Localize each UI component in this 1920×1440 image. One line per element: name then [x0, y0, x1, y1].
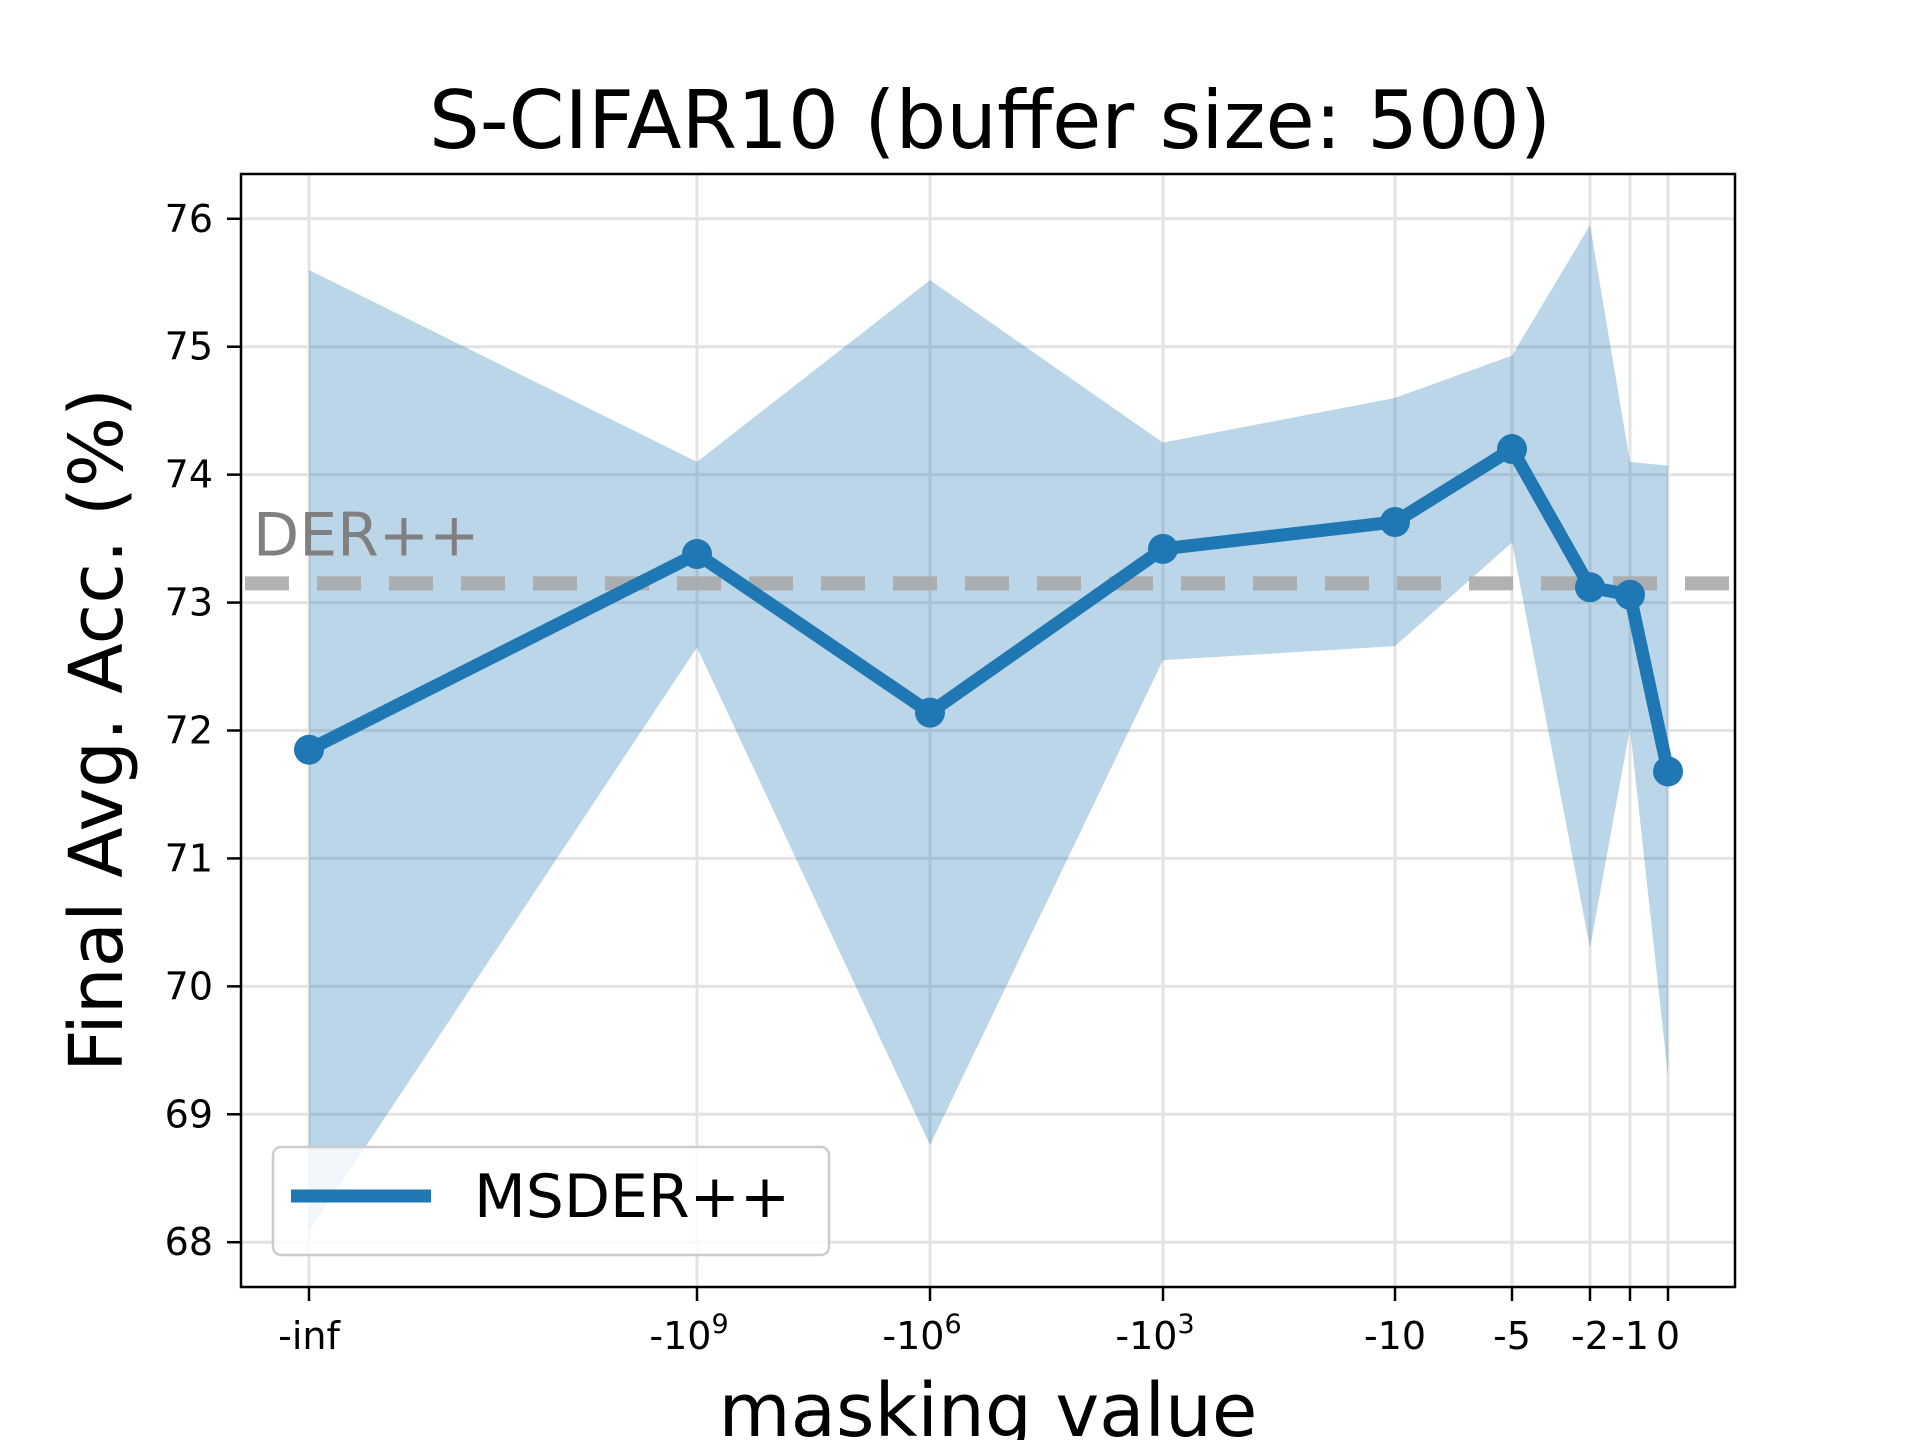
- y-tick-label: 72: [165, 709, 213, 753]
- x-tick-label-base: 0: [1656, 1314, 1680, 1358]
- y-tick-label: 69: [165, 1092, 213, 1136]
- y-tick-label: 68: [165, 1220, 213, 1264]
- x-tick-label-base: -10: [649, 1314, 711, 1358]
- data-point: [1497, 434, 1527, 465]
- legend: MSDER++: [271, 1145, 831, 1257]
- x-tick-label-base: -10: [1115, 1314, 1177, 1358]
- data-point: [1653, 756, 1683, 787]
- x-tick-label: -5: [1493, 1314, 1531, 1358]
- y-tick-label: 70: [165, 964, 213, 1008]
- y-tick-label: 74: [165, 453, 213, 497]
- y-tick-label: 73: [165, 581, 213, 625]
- data-point: [1380, 506, 1410, 537]
- y-tick-label: 71: [165, 836, 213, 880]
- y-axis: 68 69 70 71 72 73 74 75 76: [165, 197, 241, 1264]
- x-tick-label-base: -5: [1493, 1314, 1531, 1358]
- x-tick-label: -103: [1115, 1309, 1194, 1358]
- y-tick-label: 76: [165, 197, 213, 241]
- x-tick-label: -1: [1611, 1314, 1649, 1358]
- series-markers: [294, 434, 1683, 787]
- legend-label-msderpp: MSDER++: [474, 1162, 790, 1232]
- x-tick-label: -2: [1571, 1314, 1609, 1358]
- grid: [241, 174, 1735, 1287]
- data-point: [915, 697, 945, 728]
- y-axis-label: Final Avg. Acc. (%): [54, 388, 140, 1072]
- x-tick-label: -106: [882, 1309, 961, 1358]
- x-tick-label-base: -10: [1364, 1314, 1426, 1358]
- x-axis-label: masking value: [719, 1368, 1258, 1440]
- x-axis: -inf -109 -106 -103 -10 -5 -2 -1 0: [278, 1287, 1680, 1358]
- legend-box: [271, 1145, 831, 1257]
- data-point: [1148, 533, 1178, 564]
- y-tick-label: 75: [165, 325, 213, 369]
- data-point: [682, 538, 712, 569]
- x-tick-label: -10: [1364, 1314, 1426, 1358]
- x-tick-label-exponent: 3: [1177, 1309, 1194, 1340]
- x-tick-label-base: -10: [882, 1314, 944, 1358]
- x-tick-label: -inf: [278, 1314, 341, 1358]
- x-tick-label-base: -1: [1611, 1314, 1649, 1358]
- chart-title: S-CIFAR10 (buffer size: 500): [429, 74, 1551, 167]
- x-tick-label-exponent: 6: [944, 1309, 961, 1340]
- x-tick-label-base: -2: [1571, 1314, 1609, 1358]
- std-band: [309, 225, 1668, 1232]
- der-reference-label: DER++: [253, 500, 479, 570]
- data-point: [294, 734, 324, 765]
- data-point: [1575, 572, 1605, 603]
- x-tick-label-base: -inf: [278, 1314, 341, 1358]
- x-tick-label-exponent: 9: [711, 1309, 728, 1340]
- x-tick-label: -109: [649, 1309, 728, 1358]
- x-tick-label: 0: [1656, 1314, 1680, 1358]
- data-point: [1615, 579, 1645, 610]
